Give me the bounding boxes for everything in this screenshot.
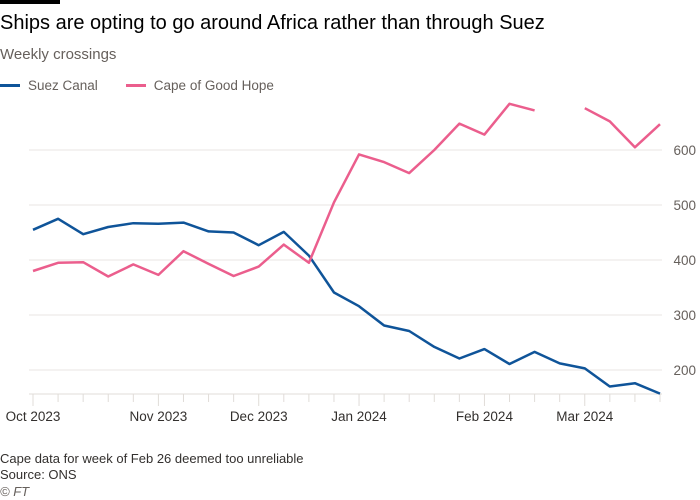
- y-tick-label: 300: [673, 308, 696, 323]
- legend: Suez Canal Cape of Good Hope: [0, 78, 274, 93]
- cape-line: [32, 102, 661, 278]
- ft-brand-bar: [0, 0, 60, 4]
- y-tick-label: 500: [673, 198, 696, 213]
- source: Source: ONS: [0, 467, 77, 482]
- suez-line: [32, 217, 661, 395]
- chart-subtitle: Weekly crossings: [0, 46, 117, 63]
- legend-label-suez: Suez Canal: [28, 78, 98, 93]
- x-tick-label: Oct 2023: [6, 409, 61, 424]
- x-tick-label: Feb 2024: [456, 409, 514, 424]
- legend-item-cape: Cape of Good Hope: [125, 78, 274, 93]
- legend-swatch-suez: [0, 84, 20, 87]
- legend-label-cape: Cape of Good Hope: [153, 78, 274, 93]
- legend-swatch-cape: [125, 84, 146, 87]
- y-tick-label: 400: [673, 253, 696, 268]
- x-tick-label: Jan 2024: [331, 409, 387, 424]
- y-tick-label: 600: [673, 143, 696, 158]
- legend-item-suez: Suez Canal: [0, 78, 98, 93]
- x-tick-label: Mar 2024: [556, 409, 614, 424]
- y-tick-label: 200: [673, 363, 696, 378]
- copyright: © FT: [0, 484, 30, 499]
- x-tick-label: Nov 2023: [130, 409, 188, 424]
- chart-title: Ships are opting to go around Africa rat…: [0, 12, 545, 34]
- footnote: Cape data for week of Feb 26 deemed too …: [0, 451, 304, 466]
- x-tick-label: Dec 2023: [230, 409, 288, 424]
